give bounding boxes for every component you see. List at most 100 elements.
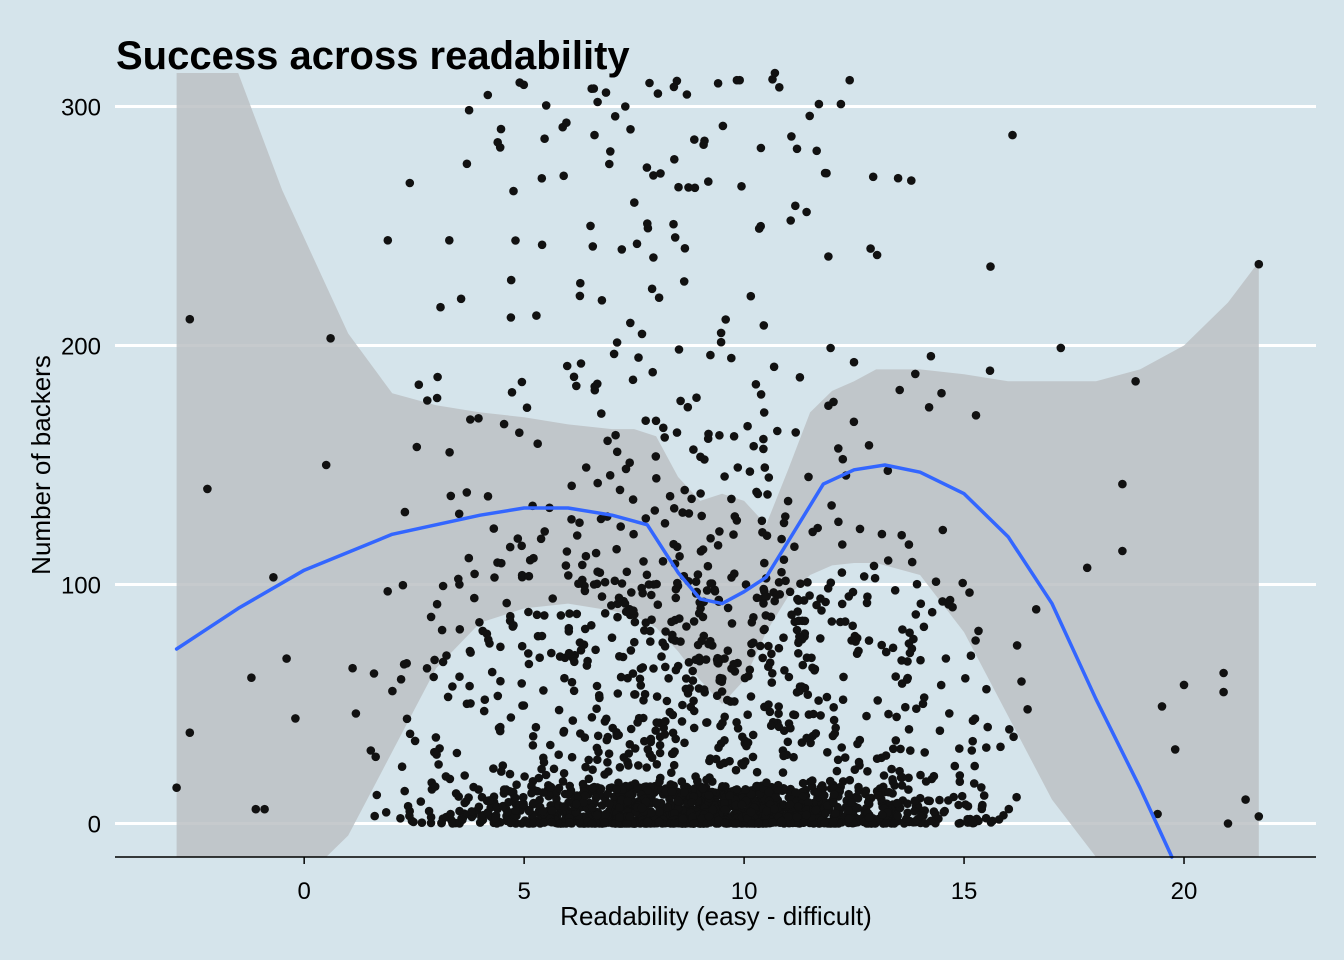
data-point — [672, 428, 682, 437]
data-point — [762, 806, 771, 816]
data-point — [639, 557, 648, 566]
data-point — [920, 748, 929, 757]
data-point — [679, 277, 689, 286]
data-point — [907, 557, 917, 567]
data-point — [713, 541, 723, 550]
y-axis-label: Number of backers — [26, 355, 56, 575]
data-point — [674, 345, 684, 354]
data-point — [643, 745, 653, 754]
x-axis-label: Readability (easy - difficult) — [560, 901, 872, 931]
data-point — [559, 728, 568, 737]
data-point — [671, 665, 681, 675]
data-point — [689, 445, 698, 454]
data-point — [948, 602, 957, 612]
data-point — [850, 631, 860, 641]
data-point — [541, 770, 551, 780]
data-point — [730, 697, 739, 706]
data-point — [676, 396, 685, 406]
data-point — [586, 221, 595, 231]
data-point — [595, 693, 604, 703]
data-point — [770, 68, 780, 78]
data-point — [609, 349, 619, 359]
data-point — [452, 748, 462, 758]
data-point — [647, 615, 656, 624]
data-point — [1219, 668, 1228, 678]
data-point — [647, 590, 656, 600]
data-point — [547, 817, 556, 827]
data-point — [780, 666, 789, 675]
data-point — [591, 548, 601, 558]
data-point — [822, 692, 832, 702]
data-point — [799, 818, 808, 827]
data-point — [1023, 705, 1032, 714]
data-point — [958, 578, 967, 588]
data-point — [576, 359, 586, 368]
data-point — [720, 472, 729, 481]
data-point — [691, 577, 701, 586]
data-point — [723, 603, 733, 613]
data-point — [539, 686, 548, 695]
data-point — [524, 806, 534, 816]
data-point — [649, 253, 658, 262]
data-point — [690, 183, 700, 193]
data-point — [470, 569, 479, 579]
data-point — [666, 780, 675, 789]
data-point — [820, 818, 829, 828]
data-point — [445, 774, 455, 784]
data-point — [505, 542, 515, 552]
data-point — [326, 334, 335, 343]
data-point — [816, 634, 825, 643]
data-point — [665, 491, 675, 501]
data-point — [838, 540, 847, 549]
data-point — [437, 818, 446, 828]
data-point — [783, 812, 793, 821]
data-point — [562, 361, 572, 371]
data-point — [723, 646, 733, 655]
data-point — [902, 814, 911, 823]
data-point — [558, 777, 568, 786]
data-point — [955, 771, 965, 780]
data-point — [727, 619, 737, 628]
data-point — [612, 338, 622, 347]
data-point — [617, 579, 627, 588]
data-point — [537, 764, 546, 774]
data-point — [718, 782, 727, 791]
data-point — [624, 749, 634, 758]
data-point — [465, 646, 475, 656]
data-point — [517, 570, 527, 580]
data-point — [966, 651, 976, 660]
data-point — [792, 625, 802, 635]
data-point — [849, 357, 859, 367]
data-point — [762, 592, 771, 601]
data-point — [802, 207, 811, 217]
data-point — [637, 803, 647, 813]
data-point — [554, 750, 563, 759]
data-point — [811, 805, 821, 815]
data-point — [581, 762, 590, 772]
data-point — [519, 792, 528, 802]
data-point — [507, 388, 517, 397]
data-point — [981, 813, 991, 823]
data-point — [869, 561, 879, 571]
data-point — [524, 649, 533, 658]
data-point — [763, 490, 772, 499]
data-point — [796, 579, 805, 588]
data-point — [474, 802, 484, 812]
data-point — [916, 770, 925, 780]
data-point — [685, 684, 694, 693]
data-point — [460, 771, 470, 780]
data-point — [735, 75, 744, 85]
data-point — [945, 709, 954, 718]
data-point — [904, 785, 913, 794]
x-tick-label: 15 — [951, 878, 978, 905]
data-point — [759, 599, 768, 608]
data-point — [872, 250, 882, 260]
data-point — [669, 504, 679, 513]
chart-title: Success across readability — [116, 34, 630, 78]
data-point — [538, 788, 548, 797]
data-point — [848, 621, 857, 631]
data-point — [823, 748, 832, 757]
data-point — [829, 703, 838, 712]
data-point — [743, 421, 752, 431]
data-point — [1179, 680, 1189, 690]
